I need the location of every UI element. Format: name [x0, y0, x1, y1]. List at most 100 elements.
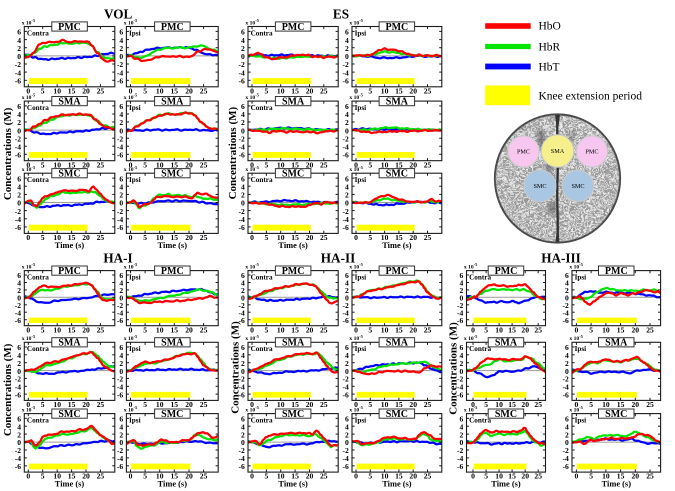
svg-text:-6: -6: [342, 462, 349, 471]
svg-text:PMC: PMC: [386, 22, 409, 33]
svg-text:-2: -2: [562, 301, 569, 310]
svg-text:25: 25: [97, 325, 105, 334]
svg-text:SMC: SMC: [571, 183, 584, 190]
svg-text:SMA: SMA: [605, 338, 628, 349]
svg-text:PMC: PMC: [161, 22, 184, 33]
svg-text:15: 15: [171, 325, 179, 334]
svg-text:4: 4: [17, 182, 21, 191]
svg-text:-6: -6: [342, 223, 349, 232]
svg-text:Contra: Contra: [27, 104, 49, 112]
svg-text:Knee extension period: Knee extension period: [539, 91, 643, 103]
svg-text:-4: -4: [117, 215, 124, 224]
svg-text:Ipsi: Ipsi: [575, 417, 587, 425]
svg-text:20: 20: [306, 325, 314, 334]
svg-text:0: 0: [119, 438, 123, 447]
svg-text:-4: -4: [457, 454, 464, 463]
svg-text:15: 15: [395, 325, 403, 334]
svg-text:15: 15: [395, 233, 403, 242]
svg-text:-4: -4: [238, 142, 245, 151]
svg-text:0: 0: [250, 325, 254, 334]
svg-text:20: 20: [82, 400, 90, 409]
svg-text:5: 5: [41, 325, 45, 334]
svg-text:0: 0: [250, 233, 254, 242]
svg-text:2: 2: [241, 191, 245, 200]
svg-text:x 10-5: x 10-5: [349, 165, 363, 173]
svg-text:SMC: SMC: [495, 409, 517, 420]
svg-text:x 10-5: x 10-5: [245, 405, 259, 413]
svg-text:-4: -4: [342, 308, 349, 317]
svg-text:6: 6: [17, 271, 21, 280]
svg-text:20: 20: [409, 160, 417, 169]
svg-text:5: 5: [589, 472, 593, 481]
svg-text:Time (s): Time (s): [382, 241, 412, 250]
svg-text:2: 2: [241, 286, 245, 295]
svg-text:-4: -4: [238, 383, 245, 392]
svg-text:PMC: PMC: [386, 266, 409, 277]
svg-text:-6: -6: [342, 390, 349, 399]
svg-text:0: 0: [345, 294, 349, 303]
svg-text:-6: -6: [117, 390, 124, 399]
svg-text:6: 6: [565, 415, 569, 424]
svg-text:4: 4: [460, 279, 464, 288]
svg-text:x 10-5: x 10-5: [349, 405, 363, 413]
svg-text:25: 25: [646, 472, 654, 481]
svg-text:2: 2: [241, 359, 245, 368]
svg-text:0: 0: [565, 438, 569, 447]
svg-text:PMC: PMC: [282, 266, 305, 277]
svg-text:20: 20: [409, 325, 417, 334]
svg-text:5: 5: [143, 233, 147, 242]
svg-text:25: 25: [200, 325, 208, 334]
svg-text:10: 10: [156, 233, 164, 242]
svg-text:20: 20: [632, 400, 640, 409]
svg-text:Concentrations (M): Concentrations (M): [2, 107, 14, 200]
svg-text:PMC: PMC: [161, 266, 184, 277]
svg-text:4: 4: [345, 422, 349, 431]
svg-text:25: 25: [200, 472, 208, 481]
svg-text:SMC: SMC: [282, 409, 304, 420]
svg-text:-6: -6: [15, 151, 22, 160]
svg-text:10: 10: [381, 400, 389, 409]
svg-text:2: 2: [460, 286, 464, 295]
svg-text:6: 6: [241, 415, 245, 424]
svg-text:0: 0: [129, 472, 133, 481]
svg-text:-6: -6: [238, 390, 245, 399]
svg-text:15: 15: [68, 472, 76, 481]
svg-text:0: 0: [471, 325, 475, 334]
svg-text:2: 2: [17, 286, 21, 295]
svg-text:ES: ES: [333, 6, 349, 21]
svg-text:2: 2: [119, 286, 123, 295]
svg-text:5: 5: [368, 472, 372, 481]
svg-text:15: 15: [291, 86, 299, 95]
svg-text:SMC: SMC: [161, 169, 183, 180]
svg-text:4: 4: [17, 351, 21, 360]
svg-text:15: 15: [395, 86, 403, 95]
svg-text:x 10-5: x 10-5: [349, 18, 363, 26]
svg-text:6: 6: [17, 28, 21, 37]
svg-text:10: 10: [381, 86, 389, 95]
svg-text:6: 6: [119, 174, 123, 183]
svg-text:15: 15: [395, 472, 403, 481]
svg-text:6: 6: [565, 343, 569, 352]
svg-text:10: 10: [277, 400, 285, 409]
svg-text:25: 25: [534, 325, 542, 334]
svg-text:20: 20: [409, 233, 417, 242]
svg-text:-4: -4: [238, 68, 245, 77]
svg-text:x 10-5: x 10-5: [22, 93, 36, 101]
svg-text:25: 25: [646, 325, 654, 334]
svg-text:4: 4: [345, 182, 349, 191]
svg-text:Contra: Contra: [251, 176, 273, 184]
svg-text:2: 2: [241, 430, 245, 439]
svg-text:25: 25: [97, 233, 105, 242]
svg-text:20: 20: [82, 472, 90, 481]
svg-text:-6: -6: [117, 462, 124, 471]
svg-text:-6: -6: [117, 223, 124, 232]
svg-text:25: 25: [320, 233, 328, 242]
svg-text:0: 0: [345, 126, 349, 135]
svg-text:25: 25: [320, 160, 328, 169]
svg-text:4: 4: [565, 351, 569, 360]
svg-text:4: 4: [119, 279, 123, 288]
svg-text:-6: -6: [15, 77, 22, 86]
svg-text:0: 0: [460, 438, 464, 447]
svg-text:0: 0: [345, 52, 349, 61]
svg-text:20: 20: [521, 325, 529, 334]
